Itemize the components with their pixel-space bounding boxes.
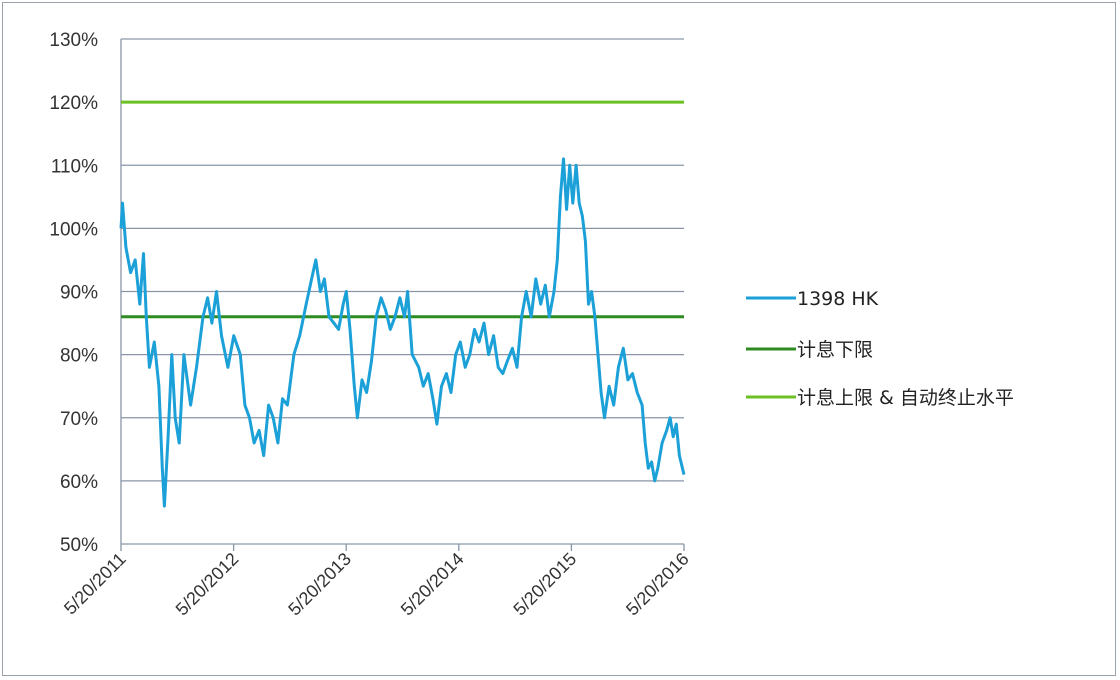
x-tick-label: 5/20/2011 [60,549,130,619]
y-tick-label: 60% [60,472,98,493]
x-axis: 5/20/2011 5/20/2012 5/20/2013 5/20/2014 5/20… [60,39,693,619]
x-tick-label: 5/20/2014 [397,549,468,620]
y-tick-label: 50% [60,535,98,556]
y-tick-label: 70% [60,409,98,430]
legend-label: 计息下限 [797,339,873,361]
y-tick-label: 120% [49,93,98,114]
grid-lines [121,38,684,482]
y-tick-label: 110% [51,156,98,177]
series-lines [119,100,686,508]
x-tick-label: 5/20/2013 [284,549,355,620]
y-axis-ticks: 50% 60% 70% 80% 90% 100% 110% 120% 130% [49,30,98,556]
x-tick-label: 5/20/2016 [622,549,693,620]
x-tick-label: 5/20/2015 [509,549,580,620]
x-tick-label: 5/20/2012 [172,549,243,620]
legend-label: 1398 HK [797,288,879,310]
y-tick-label: 80% [60,346,98,367]
y-tick-label: 100% [49,219,98,240]
legend-label: 计息上限 & 自动终止水平 [797,387,1014,409]
y-tick-label: 130% [49,30,98,51]
y-tick-label: 90% [60,283,98,304]
series-line [119,157,686,508]
